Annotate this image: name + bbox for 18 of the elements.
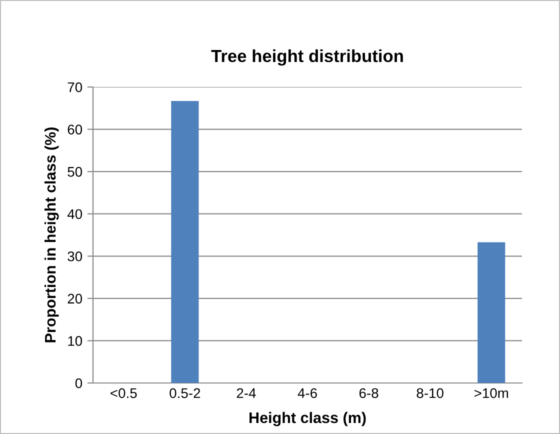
y-tick-label: 10 [68, 336, 82, 346]
x-tick-label: 6-8 [359, 388, 378, 398]
x-tick-label: >10m [474, 388, 508, 398]
y-tick-label: 30 [68, 251, 82, 262]
y-tick-label: 50 [68, 166, 82, 177]
chart-title: Tree height distribution [211, 49, 403, 66]
x-tick-label: 2-4 [236, 388, 256, 398]
x-tick-label: 4-6 [298, 388, 317, 398]
y-tick-label: 20 [68, 294, 82, 304]
x-tick-label: 8-10 [416, 388, 444, 398]
x-tick-label: <0.5 [110, 388, 137, 398]
y-tick-label: 60 [68, 124, 82, 134]
y-tick-label: 70 [68, 82, 82, 92]
y-tick-label: 0 [75, 378, 82, 388]
y-axis-title: Proportion in height class (%) [44, 128, 59, 342]
y-tick-label: 40 [67, 209, 82, 220]
x-tick-label: 0.5-2 [170, 388, 200, 398]
x-axis-title: Height class (m) [250, 412, 366, 426]
